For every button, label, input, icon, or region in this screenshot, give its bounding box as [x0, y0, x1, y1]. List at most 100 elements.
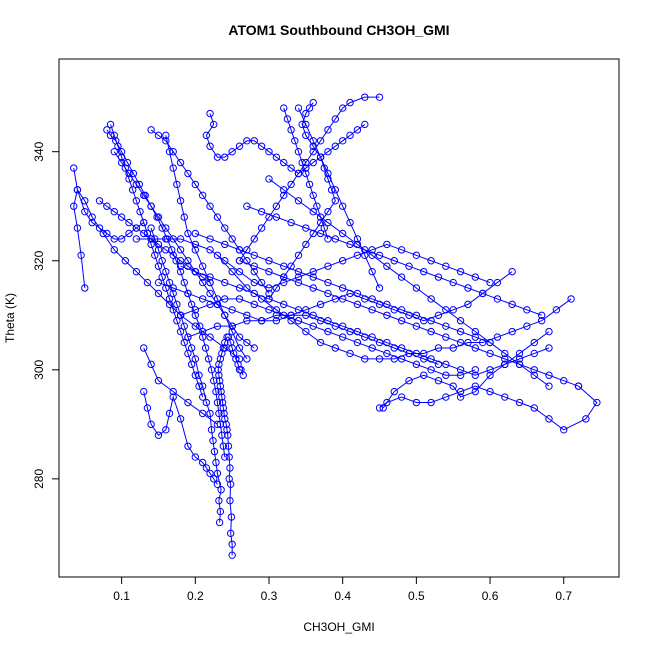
- y-tick-label: 320: [32, 250, 46, 270]
- data-point: [309, 142, 317, 150]
- data-point: [471, 344, 480, 352]
- data-point: [257, 278, 266, 287]
- data-point: [390, 257, 398, 265]
- data-point: [280, 273, 288, 281]
- data-point: [121, 257, 130, 265]
- data-point: [302, 120, 310, 129]
- data-point: [283, 115, 292, 123]
- data-point: [294, 169, 303, 178]
- data-point: [353, 235, 362, 243]
- data-point: [147, 420, 155, 429]
- x-tick-label: 0.1: [113, 589, 130, 603]
- data-point: [346, 131, 354, 140]
- data-point: [383, 398, 391, 407]
- data-point: [165, 278, 174, 287]
- data-point: [272, 213, 281, 221]
- data-point: [593, 398, 601, 407]
- chart-marks: [70, 93, 601, 559]
- data-point: [316, 338, 325, 347]
- data-point: [202, 131, 211, 140]
- data-point: [95, 224, 104, 232]
- data-point: [361, 120, 369, 129]
- x-axis: 0.1 0.2 0.3 0.4 0.5 0.6 0.7: [113, 577, 572, 603]
- data-point: [176, 257, 185, 265]
- y-axis-label: Theta (K): [3, 293, 17, 343]
- data-point: [213, 398, 222, 407]
- data-point: [324, 126, 332, 134]
- data-point: [434, 360, 443, 369]
- data-point: [169, 164, 177, 172]
- data-point: [397, 355, 406, 363]
- data-point: [121, 164, 130, 172]
- data-point: [486, 366, 494, 374]
- data-point: [132, 197, 141, 205]
- data-point: [210, 377, 218, 385]
- data-point: [324, 207, 332, 216]
- data-point: [530, 338, 538, 347]
- data-point: [324, 278, 332, 287]
- data-point: [449, 344, 457, 352]
- data-point: [77, 251, 85, 259]
- data-point: [191, 180, 200, 189]
- data-point: [250, 344, 258, 352]
- data-point: [198, 409, 207, 418]
- data-point: [331, 115, 340, 123]
- data-point: [501, 393, 509, 401]
- data-point: [206, 469, 214, 478]
- data-point: [154, 246, 163, 254]
- data-point: [361, 93, 369, 101]
- data-point: [198, 295, 207, 303]
- data-point: [383, 349, 391, 358]
- data-point: [486, 349, 494, 358]
- data-point: [493, 333, 502, 341]
- data-point: [235, 142, 244, 150]
- data-point: [346, 98, 354, 107]
- data-point: [361, 333, 369, 341]
- data-point: [198, 327, 207, 336]
- data-point: [250, 289, 258, 298]
- data-point: [103, 126, 111, 134]
- data-point: [471, 371, 480, 379]
- data-point: [176, 262, 185, 270]
- y-tick-label: 300: [32, 359, 46, 379]
- data-point: [221, 257, 229, 265]
- data-point: [165, 295, 174, 303]
- data-point: [154, 240, 163, 249]
- data-point: [545, 371, 553, 379]
- data-point: [81, 207, 89, 216]
- data-point: [471, 366, 480, 374]
- data-point: [291, 137, 299, 145]
- x-tick-label: 0.3: [261, 589, 278, 603]
- data-point: [471, 273, 480, 281]
- data-point: [206, 289, 214, 298]
- series-line: [143, 347, 218, 425]
- data-point: [173, 317, 181, 325]
- data-point: [213, 420, 222, 429]
- data-point: [221, 153, 229, 161]
- data-point: [508, 300, 516, 309]
- data-point: [257, 207, 266, 216]
- data-point: [338, 202, 347, 210]
- data-point: [226, 338, 235, 347]
- data-point: [434, 344, 443, 352]
- data-point: [223, 426, 231, 434]
- data-point: [180, 322, 188, 330]
- data-point: [184, 349, 192, 358]
- data-point: [184, 289, 192, 298]
- data-point: [331, 344, 340, 352]
- data-point: [464, 300, 472, 309]
- series-line: [382, 331, 550, 409]
- data-point: [361, 251, 369, 259]
- data-point: [132, 267, 141, 276]
- data-point: [176, 267, 185, 276]
- data-point: [302, 109, 310, 118]
- series-line: [379, 385, 598, 431]
- data-point: [176, 246, 185, 254]
- data-point: [184, 442, 192, 450]
- data-point: [184, 229, 192, 238]
- data-point: [219, 442, 228, 450]
- data-point: [117, 147, 126, 156]
- data-point: [309, 137, 317, 145]
- data-point: [309, 98, 317, 107]
